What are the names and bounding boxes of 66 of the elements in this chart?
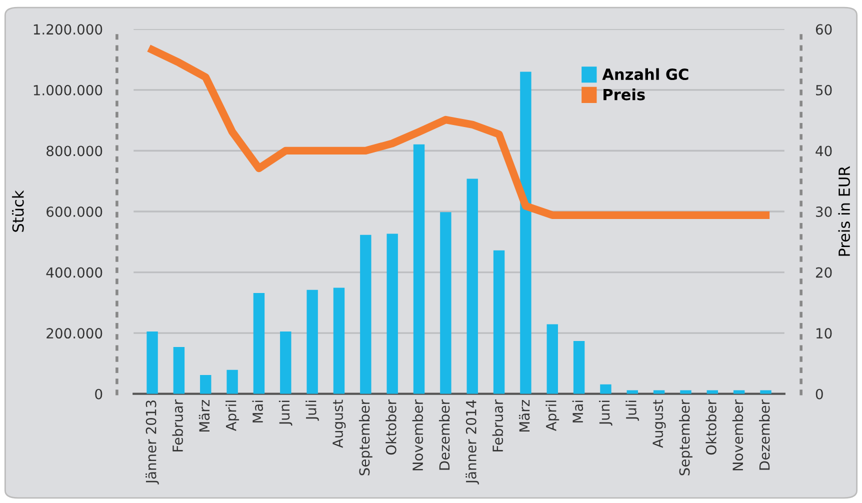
bar xyxy=(146,332,158,394)
y-tick-label: 1.200.000 xyxy=(34,24,102,35)
x-tick-label: Mai xyxy=(252,400,263,422)
bar xyxy=(493,250,505,394)
x-tick-label: Mai xyxy=(572,400,584,422)
x-tick-label: Jänner 2013 xyxy=(146,400,159,484)
bar xyxy=(733,390,745,394)
x-tick-label: Februar xyxy=(492,399,504,452)
x-tick-label: März xyxy=(198,400,210,432)
x-tick-label: Dezember xyxy=(438,399,450,470)
bar xyxy=(520,72,532,394)
bar xyxy=(706,390,718,394)
y-axis-title: Stück xyxy=(12,190,24,232)
y-tick-label: 400.000 xyxy=(46,267,102,278)
bar xyxy=(653,390,665,394)
bar xyxy=(226,370,238,394)
x-tick-label: August xyxy=(652,400,666,448)
bar xyxy=(466,178,478,394)
x-tick-label: April xyxy=(226,400,240,432)
x-tick-label: August xyxy=(332,400,346,448)
y2-tick-label: 30 xyxy=(816,206,832,217)
bar xyxy=(306,290,318,394)
bar xyxy=(760,390,772,394)
bar xyxy=(386,234,398,394)
bar xyxy=(413,144,425,394)
y2-tick-label: 0 xyxy=(816,388,823,400)
bar xyxy=(360,234,372,394)
y-tick-label: 200.000 xyxy=(46,328,102,339)
x-tick-label: Jänner 2014 xyxy=(466,400,479,484)
x-tick-label: Juni xyxy=(278,400,292,426)
bar xyxy=(253,292,265,394)
y2-tick-label: 50 xyxy=(816,84,832,96)
y-tick-label: 800.000 xyxy=(46,146,102,156)
x-tick-label: September xyxy=(679,399,692,476)
x-tick-label: Juli xyxy=(626,400,639,421)
x-tick-label: März xyxy=(519,400,530,432)
bar xyxy=(440,212,452,394)
bar xyxy=(680,390,692,394)
x-tick-label: November xyxy=(732,399,744,470)
y-tick-label: 600.000 xyxy=(46,206,102,217)
y-tick-label: 1.000.000 xyxy=(34,84,102,96)
bar xyxy=(626,390,638,394)
y2-tick-label: 10 xyxy=(816,328,832,339)
legend-label: Preis xyxy=(604,88,645,100)
bar xyxy=(173,347,185,394)
x-tick-label: September xyxy=(358,399,372,476)
x-tick-label: Februar xyxy=(172,399,183,452)
x-tick-label: Oktober xyxy=(386,399,396,455)
x-tick-label: Oktober xyxy=(706,399,716,455)
x-tick-label: Juni xyxy=(598,400,612,426)
bar xyxy=(280,332,292,394)
y2-tick-label: 20 xyxy=(816,267,832,278)
bar xyxy=(600,384,612,394)
x-tick-label: November xyxy=(412,399,424,470)
y-tick-label: 0 xyxy=(95,388,102,400)
bar xyxy=(573,340,585,394)
bar xyxy=(546,324,558,394)
bar xyxy=(200,375,212,394)
x-tick-label: April xyxy=(546,400,560,432)
bar xyxy=(333,288,345,394)
y2-tick-label: 40 xyxy=(816,146,832,156)
legend-label: Anzahl GC xyxy=(602,68,688,80)
x-tick-label: Juli xyxy=(306,400,319,421)
y2-axis-title: Preis in EUR xyxy=(838,166,850,256)
x-tick-label: Dezember xyxy=(759,399,770,470)
y2-tick-label: 60 xyxy=(816,24,832,35)
